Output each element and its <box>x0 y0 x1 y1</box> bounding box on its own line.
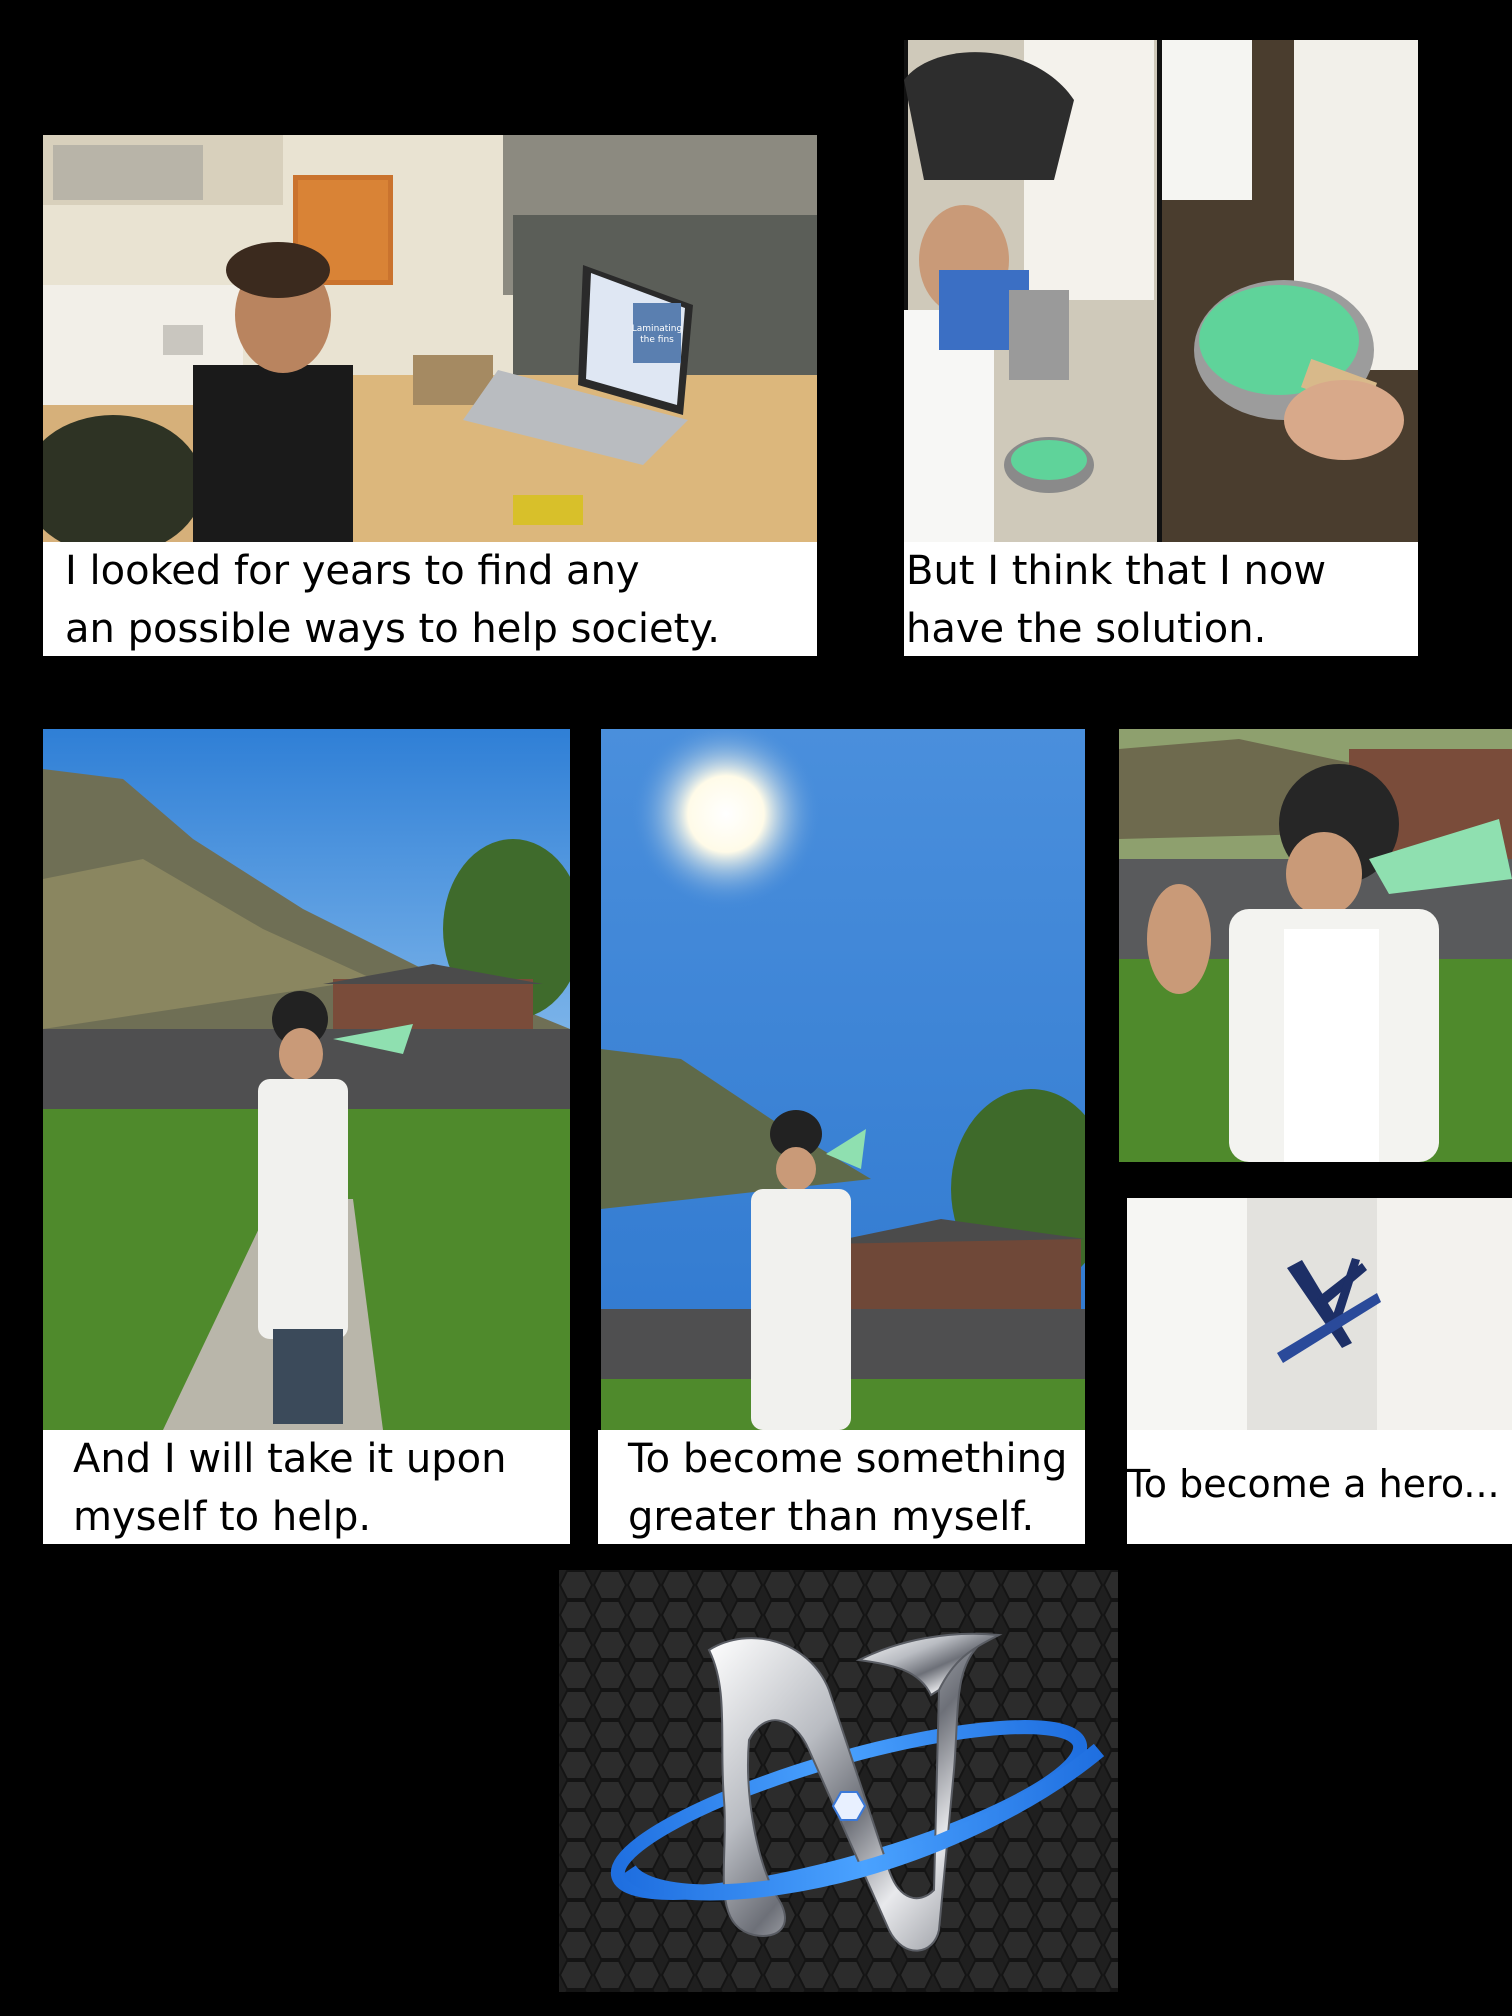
panel-mixing-caption: But I think that I now have the solution… <box>904 542 1418 656</box>
street-scene <box>43 729 570 1430</box>
caption-line: an possible ways to help society. <box>65 606 720 652</box>
panel-drinking-street-caption: And I will take it upon myself to help. <box>43 1430 570 1544</box>
caption-line: And I will take it upon <box>73 1436 507 1482</box>
caption-line: But I think that I now <box>906 548 1327 594</box>
caption-line: greater than myself. <box>628 1494 1035 1540</box>
closeup-scene <box>1119 729 1512 1162</box>
panel-shirt-logo-caption: To become a hero... <box>1127 1430 1512 1544</box>
caption-line: To become something <box>628 1436 1068 1482</box>
shirt-n-logo-icon <box>1277 1258 1381 1363</box>
caption-line: To become a hero... <box>1127 1462 1500 1506</box>
panel-drinking-closeup-photo <box>1119 729 1512 1162</box>
mixing-scene <box>904 40 1418 542</box>
laptop-screen-text-2: the fins <box>640 335 674 345</box>
caption-line: have the solution. <box>906 606 1267 652</box>
panel-workshop-caption: I looked for years to find any an possib… <box>43 542 817 656</box>
logo-panel <box>559 1570 1118 1992</box>
shirt-scene <box>1127 1198 1512 1430</box>
panel-drinking-sun-caption: To become something greater than myself. <box>598 1430 1085 1544</box>
panel-drinking-street-photo <box>43 729 570 1430</box>
panel-workshop-photo: Laminating the fins <box>43 135 817 542</box>
caption-line: I looked for years to find any <box>65 548 640 594</box>
panel-drinking-sun-photo <box>601 729 1085 1430</box>
chrome-n-logo-icon <box>559 1570 1118 1992</box>
laptop-screen-text-1: Laminating <box>632 324 682 334</box>
panel-shirt-logo-photo <box>1127 1198 1512 1430</box>
panel-mixing-photo <box>904 40 1418 542</box>
workshop-scene: Laminating the fins <box>43 135 817 542</box>
caption-line: myself to help. <box>73 1494 372 1540</box>
sun-scene <box>601 729 1085 1430</box>
